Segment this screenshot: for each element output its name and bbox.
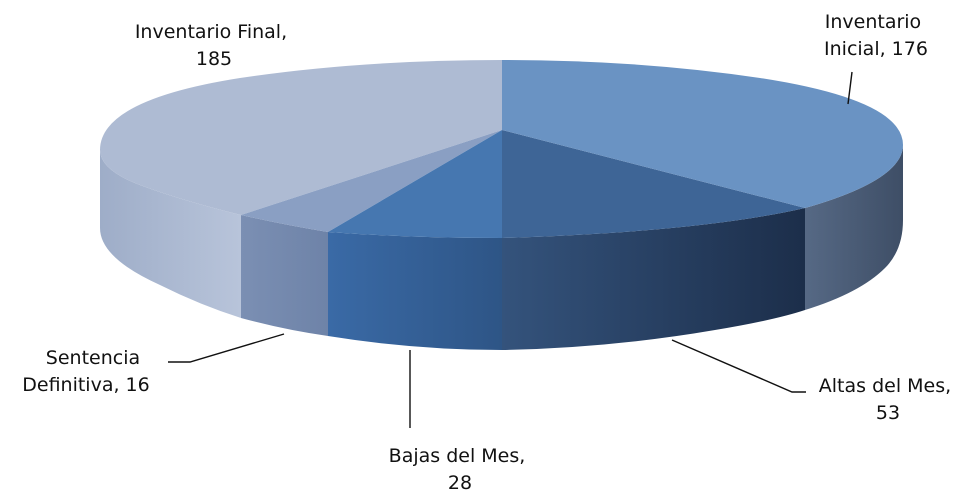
slice-side-inventario-final bbox=[100, 150, 241, 318]
data-label-inventario-final: Inventario Final, 185 bbox=[135, 21, 293, 70]
data-labels: Inventario Inicial, 176 Altas del Mes, 5… bbox=[22, 11, 957, 494]
pie-sides bbox=[100, 145, 903, 350]
slice-side-inventario-inicial bbox=[805, 145, 903, 310]
data-label-sentencia-definitiva: Sentencia Definitiva, 16 bbox=[22, 347, 149, 396]
leader-line-inventario-inicial bbox=[847, 71, 853, 105]
data-label-inventario-inicial: Inventario Inicial, 176 bbox=[824, 11, 928, 60]
slice-side-bajas-del-mes bbox=[328, 232, 502, 350]
slice-top-bajas-del-mes bbox=[328, 130, 502, 238]
slice-top-inventario-inicial bbox=[502, 60, 903, 208]
leader-lines bbox=[168, 71, 853, 428]
leader-line-altas-del-mes bbox=[671, 339, 806, 393]
leader-line-sentencia-definitiva bbox=[168, 333, 285, 363]
slice-top-inventario-final bbox=[100, 60, 502, 215]
data-label-altas-del-mes: Altas del Mes, 53 bbox=[819, 375, 957, 424]
data-label-bajas-del-mes: Bajas del Mes, 28 bbox=[389, 445, 532, 494]
pie-tops bbox=[100, 60, 903, 238]
slice-top-sentencia-definitiva bbox=[241, 130, 502, 232]
slice-top-altas-del-mes bbox=[502, 130, 805, 238]
slice-side-sentencia-definitiva bbox=[241, 215, 328, 336]
slice-side-altas-del-mes bbox=[502, 208, 805, 350]
